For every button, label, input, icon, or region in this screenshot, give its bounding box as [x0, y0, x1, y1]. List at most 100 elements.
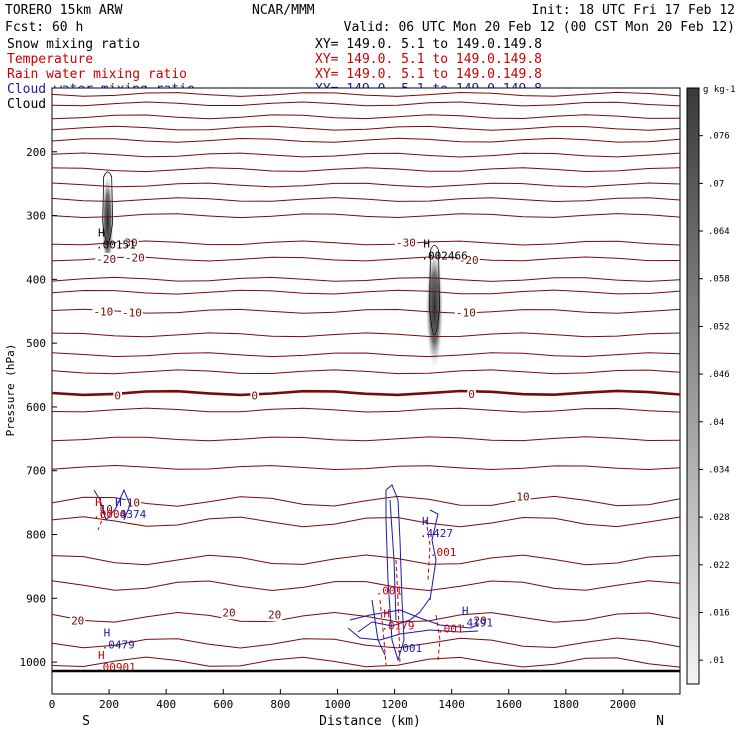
field-name: Rain water mixing ratio: [7, 67, 187, 82]
isotherm-label: -10: [93, 305, 113, 318]
y-tick-label: 1000: [20, 656, 47, 669]
extremum-marker: H: [98, 227, 105, 240]
colorbar-ramp: [686, 87, 700, 685]
init-time: Init: 18 UTC Fri 17 Feb 12: [532, 3, 736, 18]
isotherm-label-background: [98, 503, 114, 517]
isotherm: [51, 369, 681, 375]
colorbar-label: .076: [708, 132, 730, 142]
isotherm-label-background: [457, 254, 480, 268]
snow-contour: [429, 244, 440, 336]
extremum-marker: H: [423, 237, 430, 250]
isotherm-label-background: [123, 251, 146, 265]
extremum-marker: H: [104, 627, 111, 640]
extremum-marker: H: [115, 496, 122, 509]
isotherm: [51, 389, 681, 397]
field-name: Temperature: [7, 52, 93, 67]
y-axis: 200 300 400 500 600 700 800 900 1000: [20, 146, 57, 669]
x-end-label-right: N: [656, 714, 664, 729]
colorbar-label: .04: [708, 418, 724, 428]
isotherm-label-background: [467, 388, 476, 402]
isotherm: [51, 276, 681, 282]
isotherm-label-background: [472, 614, 488, 628]
y-tick-label: 600: [26, 401, 46, 414]
colorbar-label: .052: [708, 322, 730, 332]
isotherm-label-background: [515, 490, 531, 504]
isotherm-label-background: [267, 608, 283, 622]
x-tick-label: 400: [156, 698, 176, 711]
isotherm-label-background: [395, 236, 417, 250]
snow-contour: [102, 171, 114, 243]
x-tick-label: 800: [270, 698, 290, 711]
snow-shading: [101, 170, 114, 273]
colorbar-label: .01: [708, 656, 724, 666]
extremum-value: .0179: [381, 619, 414, 632]
model-title: TORERO 15km ARW: [5, 3, 123, 18]
y-tick-label: 200: [26, 146, 46, 159]
colorbar-units: g kg-1: [703, 85, 736, 95]
colorbar-label: .022: [708, 561, 730, 571]
colorbar: g kg-1 .01 .016 .022 .028 .034 .04 .046 .052 .05…: [686, 85, 736, 685]
isotherm: [51, 554, 681, 566]
extremum-marker: H: [98, 649, 105, 662]
x-tick-label: 1800: [553, 698, 580, 711]
isotherm-label: 20: [268, 608, 281, 621]
extremum-marker: H: [383, 607, 390, 620]
extremum-marker: H: [95, 496, 102, 509]
isotherm-label-background: [250, 389, 259, 403]
snow-shading-layer: [101, 170, 444, 372]
isotherm: [51, 167, 681, 173]
valid-time: Valid: 06 UTC Mon 20 Feb 12 (00 CST Mon …: [344, 20, 735, 35]
y-tick-label: 300: [26, 210, 46, 223]
colorbar-label: .058: [708, 275, 730, 285]
isotherm-label: -20: [125, 252, 145, 265]
colorbar-label: .046: [708, 370, 730, 380]
extremum-marker: H: [422, 515, 429, 528]
isotherm: [51, 197, 681, 203]
x-tick-label: 1200: [381, 698, 408, 711]
extremum-value: .002466: [421, 249, 467, 262]
isotherm: [51, 352, 681, 358]
isotherm: [51, 256, 681, 262]
extremum-value: .0004: [93, 508, 126, 521]
extremum-value: .001: [430, 546, 457, 559]
snow-shading: [425, 244, 444, 372]
colorbar-label: .028: [708, 513, 730, 523]
isotherm-label-background: [92, 305, 115, 319]
isotherm: [51, 637, 681, 649]
isotherm-label: 20: [71, 615, 84, 628]
isotherm: [51, 656, 681, 668]
isotherm-label: -30: [118, 236, 138, 249]
isotherm-label: -10: [456, 307, 476, 320]
isotherm-label-background: [95, 252, 118, 266]
isotherm: [51, 580, 681, 592]
y-tick-label: 400: [26, 273, 46, 286]
field-xy: XY= 149.0. 5.1 to 149.0.149.8: [315, 52, 542, 67]
isotherm: [51, 495, 681, 507]
isotherm: [51, 125, 681, 131]
isotherm: [51, 182, 681, 188]
x-end-label-left: S: [82, 714, 90, 729]
isotherm-label: 0: [114, 389, 121, 402]
x-axis-label: Distance (km): [319, 714, 421, 729]
extremum-value: .00151: [96, 239, 136, 252]
x-tick-label: 200: [99, 698, 119, 711]
isotherm-label: -20: [459, 254, 479, 267]
isotherm-label: -30: [396, 236, 416, 249]
y-tick-label: 700: [26, 465, 46, 478]
x-tick-label: 1600: [495, 698, 522, 711]
field-xy: XY= 149.0. 5.1 to 149.0.149.8: [315, 37, 542, 52]
colorbar-label: .064: [708, 227, 730, 237]
isotherm: [51, 464, 681, 471]
isotherm-label: 20: [474, 615, 487, 628]
colorbar-label: .034: [708, 465, 730, 475]
isotherm-label: 10: [100, 503, 113, 516]
x-tick-label: 2000: [610, 698, 637, 711]
y-tick-label: 900: [26, 592, 46, 605]
extremum-value: .0479: [102, 639, 135, 652]
isotherm-label-background: [221, 606, 237, 620]
extremum-value: .4427: [420, 527, 453, 540]
isotherm: [51, 436, 681, 442]
